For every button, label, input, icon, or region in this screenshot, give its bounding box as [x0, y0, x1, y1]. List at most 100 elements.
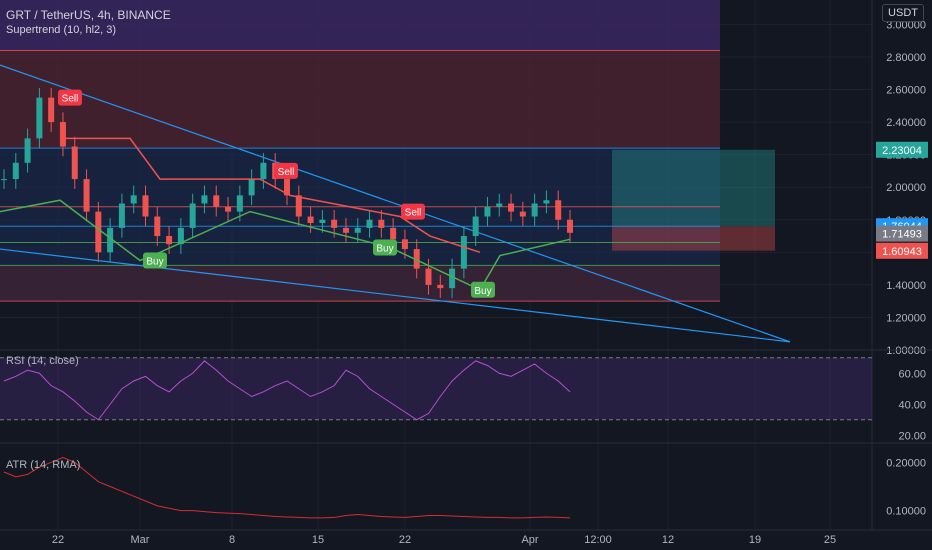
- candle-26: [307, 216, 314, 224]
- candle-7: [83, 179, 90, 212]
- candle-27: [319, 219, 326, 224]
- atr-line: [3, 456, 571, 519]
- candle-47: [555, 200, 562, 220]
- candle-35: [413, 249, 420, 269]
- candle-34: [401, 239, 408, 250]
- rsi-band: [0, 357, 872, 420]
- zone-support: [0, 265, 720, 302]
- candle-43: [508, 203, 515, 212]
- time-tick-4: 22: [399, 534, 411, 546]
- signal-buy-label-5: Buy: [474, 286, 491, 297]
- candle-28: [331, 219, 338, 228]
- candle-31: [366, 219, 373, 228]
- rsi-line: [3, 360, 571, 421]
- zone-resistance: [0, 50, 720, 149]
- price-tick-5: 2.00000: [886, 182, 926, 194]
- candle-15: [177, 227, 184, 245]
- time-tick-8: 19: [749, 534, 761, 546]
- candle-21: [248, 179, 255, 196]
- candle-9: [107, 227, 114, 253]
- candle-22: [260, 162, 267, 180]
- price-label-bg-3: [876, 242, 928, 259]
- candle-10: [118, 203, 125, 228]
- supertrend-down-line: [60, 137, 481, 254]
- signal-buy-3: [143, 252, 167, 269]
- price-tick-10: 1.00000: [886, 345, 926, 357]
- time-tick-5: Apr: [521, 534, 538, 546]
- candle-5: [59, 122, 66, 147]
- long-position-stop: [612, 226, 775, 251]
- trend-line-lower: [0, 248, 791, 343]
- long-position-target: [612, 149, 775, 227]
- signal-sell-label-0: Sell: [62, 94, 79, 105]
- candle-17: [201, 195, 208, 204]
- candle-24: [284, 179, 290, 196]
- candle-2: [24, 138, 31, 163]
- rsi-tick-2: 20.00: [898, 430, 926, 442]
- candle-25: [295, 195, 302, 217]
- rsi-tick-0: 60.00: [898, 368, 926, 380]
- candle-8: [95, 211, 102, 253]
- candle-38: [449, 268, 456, 289]
- supertrend-up-line: [0, 199, 571, 291]
- candle-41: [484, 206, 491, 217]
- atr-tick-1: 0.10000: [886, 506, 926, 518]
- zone-purple: [0, 0, 720, 51]
- time-tick-2: 8: [229, 534, 235, 546]
- price-label-bg-0: [876, 141, 928, 158]
- signal-buy-5: [471, 281, 495, 298]
- candle-18: [213, 195, 220, 207]
- candle-42: [496, 203, 503, 207]
- candle-1: [12, 162, 19, 180]
- candle-19: [225, 206, 232, 212]
- time-tick-3: 15: [312, 534, 324, 546]
- candle-48: [567, 219, 573, 233]
- signal-sell-2: [401, 203, 425, 220]
- price-label-3: 1.60943: [882, 246, 922, 258]
- time-tick-7: 12: [662, 534, 674, 546]
- candle-36: [425, 268, 432, 285]
- signal-buy-4: [373, 239, 397, 256]
- currency-selector[interactable]: USDT: [882, 4, 924, 22]
- candle-32: [378, 219, 385, 228]
- price-tick-9: 1.20000: [886, 312, 926, 324]
- candle-12: [142, 195, 149, 217]
- time-tick-0: 22: [52, 534, 64, 546]
- atr-tick-0: 0.20000: [886, 457, 926, 469]
- candle-46: [543, 200, 550, 204]
- candle-45: [531, 203, 538, 217]
- signal-sell-1: [274, 162, 298, 179]
- candle-40: [472, 216, 479, 237]
- candle-33: [390, 227, 397, 240]
- price-label-bg-2: [876, 225, 928, 242]
- candle-16: [189, 203, 196, 228]
- signal-sell-0: [58, 89, 82, 106]
- price-label-2: 1.71493: [882, 229, 922, 241]
- time-tick-6: 12:00: [584, 534, 612, 546]
- candle-0: [1, 179, 7, 181]
- price-tick-1: 2.80000: [886, 52, 926, 64]
- candle-29: [342, 227, 349, 233]
- candle-4: [48, 97, 55, 123]
- atr-title[interactable]: ATR (14, RMA): [6, 459, 81, 471]
- candle-44: [519, 211, 526, 217]
- price-tick-0: 3.00000: [886, 19, 926, 31]
- candle-39: [460, 236, 467, 269]
- candle-3: [36, 97, 43, 139]
- chart-title: GRT / TetherUS, 4h, BINANCE: [6, 8, 171, 22]
- candle-37: [437, 284, 444, 289]
- candle-20: [236, 195, 243, 212]
- supertrend-legend[interactable]: Supertrend (10, hl2, 3): [6, 24, 117, 36]
- price-tick-2: 2.60000: [886, 85, 926, 97]
- candle-6: [71, 146, 78, 180]
- candle-13: [154, 216, 161, 237]
- rsi-tick-1: 40.00: [898, 399, 926, 411]
- time-tick-1: Mar: [131, 534, 150, 546]
- price-tick-8: 1.40000: [886, 280, 926, 292]
- signal-buy-label-3: Buy: [146, 256, 163, 267]
- signal-sell-label-2: Sell: [405, 208, 422, 219]
- price-label-0: 2.23004: [882, 145, 922, 157]
- rsi-title[interactable]: RSI (14, close): [6, 355, 79, 367]
- time-tick-9: 25: [824, 534, 836, 546]
